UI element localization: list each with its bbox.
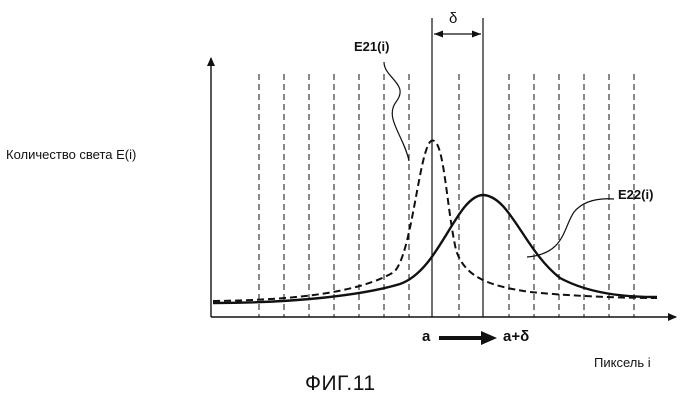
start-position-label: a xyxy=(422,328,430,345)
leader-line-e22 xyxy=(527,199,614,257)
y-axis-label: Количество света E(i) xyxy=(6,147,136,162)
leader-line-e21 xyxy=(384,62,409,161)
pixel-grid xyxy=(259,74,634,317)
shift-arrow-head xyxy=(481,331,497,345)
curve-label-e22: E22(i) xyxy=(618,187,653,202)
curve-e22 xyxy=(213,195,657,303)
x-axis-label: Пиксель i xyxy=(594,355,651,370)
figure-caption: ФИГ.11 xyxy=(305,372,376,396)
delta-label: δ xyxy=(449,10,457,27)
shifted-position-label: a+δ xyxy=(503,328,529,345)
curve-e21 xyxy=(213,141,657,301)
curve-label-e21: E21(i) xyxy=(354,39,389,54)
